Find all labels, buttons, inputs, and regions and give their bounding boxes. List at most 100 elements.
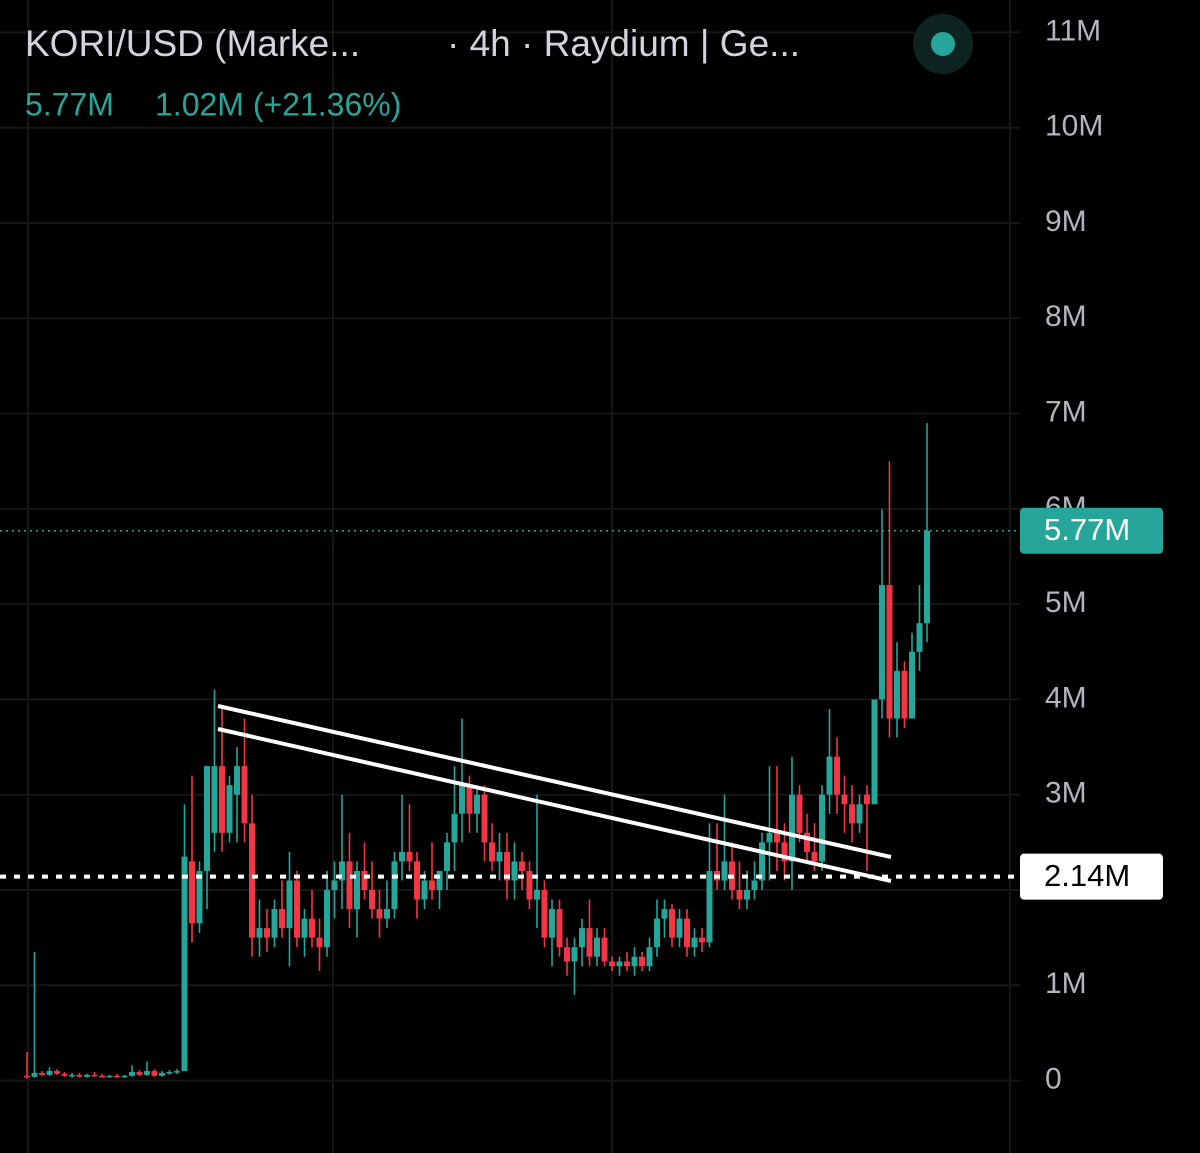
candle-body — [841, 794, 848, 805]
candle-body — [669, 909, 675, 938]
candle-body — [909, 651, 915, 719]
candle-body — [369, 890, 375, 910]
candle-body — [849, 804, 855, 824]
candle-body — [24, 1075, 30, 1078]
candle-body — [886, 585, 893, 719]
last-price-label: 5.77M — [1044, 512, 1130, 547]
candle-body — [789, 794, 795, 862]
candle-body — [84, 1074, 90, 1077]
candle-body — [594, 937, 600, 957]
candle-body — [721, 861, 728, 881]
candle-body — [204, 766, 210, 871]
trend-line — [217, 727, 892, 883]
candle-body — [519, 861, 525, 871]
candle-body — [384, 909, 390, 919]
candle-body — [189, 861, 195, 924]
candle-body — [601, 937, 608, 962]
candle-body — [99, 1075, 105, 1078]
candle-body — [339, 861, 345, 881]
candle-body — [609, 961, 615, 967]
candle-body — [676, 918, 683, 938]
candle-body — [631, 956, 638, 967]
trend-line — [217, 704, 892, 859]
candle-body — [301, 918, 308, 938]
candle-body — [346, 861, 353, 910]
candle-body — [661, 909, 668, 919]
candle-body — [811, 851, 818, 862]
y-tick-label: 8M — [1045, 300, 1087, 333]
candle-body — [249, 823, 255, 938]
candle-body — [391, 861, 398, 910]
candle-body — [736, 890, 743, 900]
candle-body — [691, 937, 698, 948]
candle-body — [856, 804, 863, 824]
chart-subtitle: · 4h · Raydium | Ge... — [447, 23, 800, 64]
candle-body — [406, 851, 413, 862]
candles — [24, 423, 930, 1079]
candle-body — [241, 766, 248, 824]
candle-body — [924, 530, 930, 624]
candle-body — [76, 1074, 83, 1077]
candle-body — [331, 880, 338, 891]
candle-body — [511, 861, 518, 881]
candle-body — [444, 842, 450, 871]
candle-body — [819, 794, 825, 862]
y-tick-label: 7M — [1045, 395, 1087, 428]
candle-body — [684, 918, 690, 948]
candle-body — [804, 832, 810, 852]
trend-lines — [217, 704, 892, 883]
candle-body — [916, 623, 923, 652]
candle-body — [91, 1074, 98, 1077]
candle-body — [114, 1075, 120, 1078]
candle-body — [766, 832, 773, 843]
candle-body — [504, 851, 510, 881]
candle-body — [496, 851, 503, 862]
candle-body — [774, 832, 780, 843]
candle-body — [414, 861, 420, 900]
candle-body — [234, 766, 240, 795]
candle-body — [826, 756, 833, 795]
candle-body — [181, 856, 188, 1072]
candle-body — [879, 585, 885, 700]
y-tick-label: 1M — [1045, 967, 1087, 1000]
candle-body — [39, 1072, 45, 1075]
candle-body — [466, 785, 473, 814]
candle-body — [264, 928, 270, 938]
candle-body — [541, 890, 548, 938]
candle-body — [174, 1071, 180, 1073]
candle-body — [286, 880, 293, 929]
candle-body — [144, 1071, 150, 1075]
candle-body — [429, 880, 435, 891]
status-dot — [931, 32, 955, 56]
last-price-box — [1020, 507, 1163, 554]
y-tick-label: 4M — [1045, 681, 1087, 714]
candle-body — [196, 870, 203, 924]
y-tick-label: 5M — [1045, 586, 1087, 619]
candle-body — [489, 842, 495, 862]
candle-body — [106, 1075, 113, 1078]
candle-body — [699, 937, 705, 943]
price-line-box — [1020, 853, 1163, 900]
candle-body — [579, 928, 585, 948]
candle-body — [129, 1072, 135, 1076]
overlay: 5.77M 2.14M — [0, 507, 1163, 900]
header: KORI/USD (Marke... · 4h · Raydium | Ge..… — [25, 14, 973, 122]
last-value: 5.77M — [25, 86, 114, 122]
candle-body — [556, 909, 563, 948]
candle-body — [894, 670, 900, 719]
y-tick-label: 0 — [1045, 1063, 1062, 1096]
candle-body — [316, 937, 323, 948]
candle-body — [399, 851, 405, 862]
candle-body — [744, 890, 750, 900]
candle-body — [474, 794, 480, 814]
candle-body — [781, 842, 788, 862]
candle-body — [706, 870, 713, 943]
candle-body — [31, 1072, 38, 1077]
candle-body — [151, 1071, 158, 1076]
candle-body — [459, 785, 465, 814]
candle-body — [436, 870, 443, 891]
candle-body — [901, 670, 908, 719]
candle-body — [586, 928, 593, 957]
